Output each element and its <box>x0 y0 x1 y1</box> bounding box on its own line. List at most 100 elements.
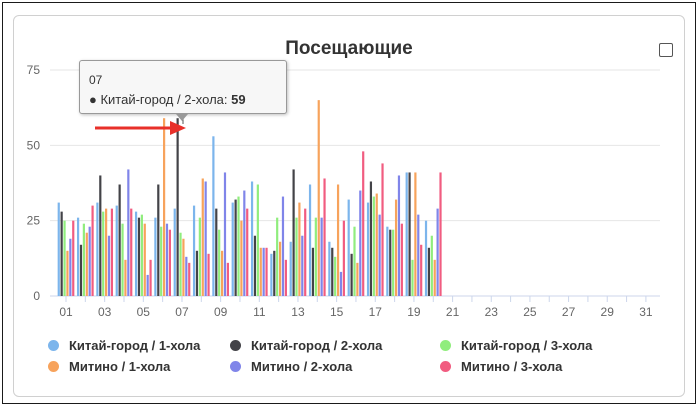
bar <box>270 253 273 296</box>
bar <box>433 259 436 296</box>
bar <box>204 181 207 296</box>
legend-label: Китай-город / 2-хола <box>251 338 383 353</box>
x-tick-label: 25 <box>523 305 537 319</box>
tooltip-line: ● Китай-город / 2-хола: 59 <box>89 92 246 107</box>
bar <box>298 202 301 296</box>
bar <box>278 241 282 296</box>
bar <box>281 196 285 296</box>
bar <box>88 226 91 296</box>
bar <box>359 190 362 296</box>
bar <box>336 184 340 296</box>
x-tick-label: 31 <box>639 305 653 319</box>
legend-label: Митино / 2-хола <box>251 359 353 374</box>
x-tick-label: 13 <box>291 305 305 319</box>
bar <box>320 217 323 296</box>
bar <box>107 235 111 296</box>
bar <box>140 214 143 296</box>
bar <box>223 172 227 296</box>
bar <box>301 235 304 296</box>
bar <box>99 175 102 296</box>
bar <box>118 184 121 296</box>
legend-item[interactable]: Китай-город / 2-хола <box>230 336 440 355</box>
bar <box>362 151 365 296</box>
bar <box>165 223 169 296</box>
bar <box>157 184 160 296</box>
legend-item[interactable]: Митино / 1-хола <box>48 357 230 376</box>
tooltip-series: Китай-город / 2-хола <box>100 92 224 107</box>
bar <box>353 226 356 296</box>
bar <box>366 202 370 296</box>
bar <box>91 205 94 296</box>
legend-item[interactable]: Китай-город / 1-хола <box>48 336 230 355</box>
bar <box>334 256 337 296</box>
x-tick-label: 05 <box>137 305 151 319</box>
tooltip-date: 07 <box>89 73 103 87</box>
bar <box>284 259 287 296</box>
bar <box>328 241 331 296</box>
bar <box>246 208 249 296</box>
bar <box>372 196 375 296</box>
x-tick-label: 15 <box>330 305 344 319</box>
bar <box>134 211 138 296</box>
bar <box>289 241 292 296</box>
bar <box>121 223 124 296</box>
bar <box>292 169 295 296</box>
legend-marker <box>440 361 451 372</box>
bar <box>237 196 240 296</box>
x-tick-label: 07 <box>175 305 189 319</box>
bar <box>314 217 317 296</box>
bar <box>226 262 229 296</box>
legend-label: Митино / 1-хола <box>69 359 171 374</box>
bar <box>137 217 141 296</box>
bar <box>195 250 199 296</box>
bar <box>427 247 431 296</box>
bar <box>182 238 185 296</box>
bar <box>218 229 221 296</box>
bar <box>173 208 176 296</box>
legend-marker <box>48 340 59 351</box>
bar <box>394 199 398 296</box>
bar <box>168 229 171 296</box>
bar <box>160 226 163 296</box>
bar <box>220 250 224 296</box>
chart-tooltip: 07 ● Китай-город / 2-хола: 59 <box>79 60 287 121</box>
bar <box>381 163 384 296</box>
bar <box>262 247 265 296</box>
bar <box>185 256 188 296</box>
bar <box>149 259 152 296</box>
bar <box>392 229 395 296</box>
bar <box>188 262 191 296</box>
y-tick-label: 75 <box>27 63 41 77</box>
x-tick-label: 09 <box>214 305 228 319</box>
bar <box>192 205 196 296</box>
bar <box>163 118 166 296</box>
bar <box>60 211 63 296</box>
bar <box>331 247 334 296</box>
legend-item[interactable]: Китай-город / 3-хола <box>440 336 640 355</box>
legend-item[interactable]: Митино / 2-хола <box>230 357 440 376</box>
bar <box>273 250 276 296</box>
bar <box>350 253 353 296</box>
bar <box>436 208 439 296</box>
bar <box>259 247 262 296</box>
bar <box>323 178 326 296</box>
bar <box>176 118 179 296</box>
bar <box>430 235 433 296</box>
bar <box>339 271 343 296</box>
bar <box>250 181 254 296</box>
y-tick-label: 0 <box>33 289 40 303</box>
chart-legend: Китай-город / 1-хола Китай-город / 2-хола… <box>48 336 668 376</box>
bar <box>308 184 312 296</box>
bar <box>124 259 127 296</box>
chart-menu-checkbox[interactable] <box>659 43 673 57</box>
bar <box>240 220 243 296</box>
bar <box>389 229 392 296</box>
bar <box>110 208 114 296</box>
legend-marker <box>230 361 241 372</box>
legend-item[interactable]: Митино / 3-хола <box>440 357 640 376</box>
bar <box>317 100 320 296</box>
bar <box>154 217 157 296</box>
bar <box>76 217 80 296</box>
bar <box>378 214 381 296</box>
